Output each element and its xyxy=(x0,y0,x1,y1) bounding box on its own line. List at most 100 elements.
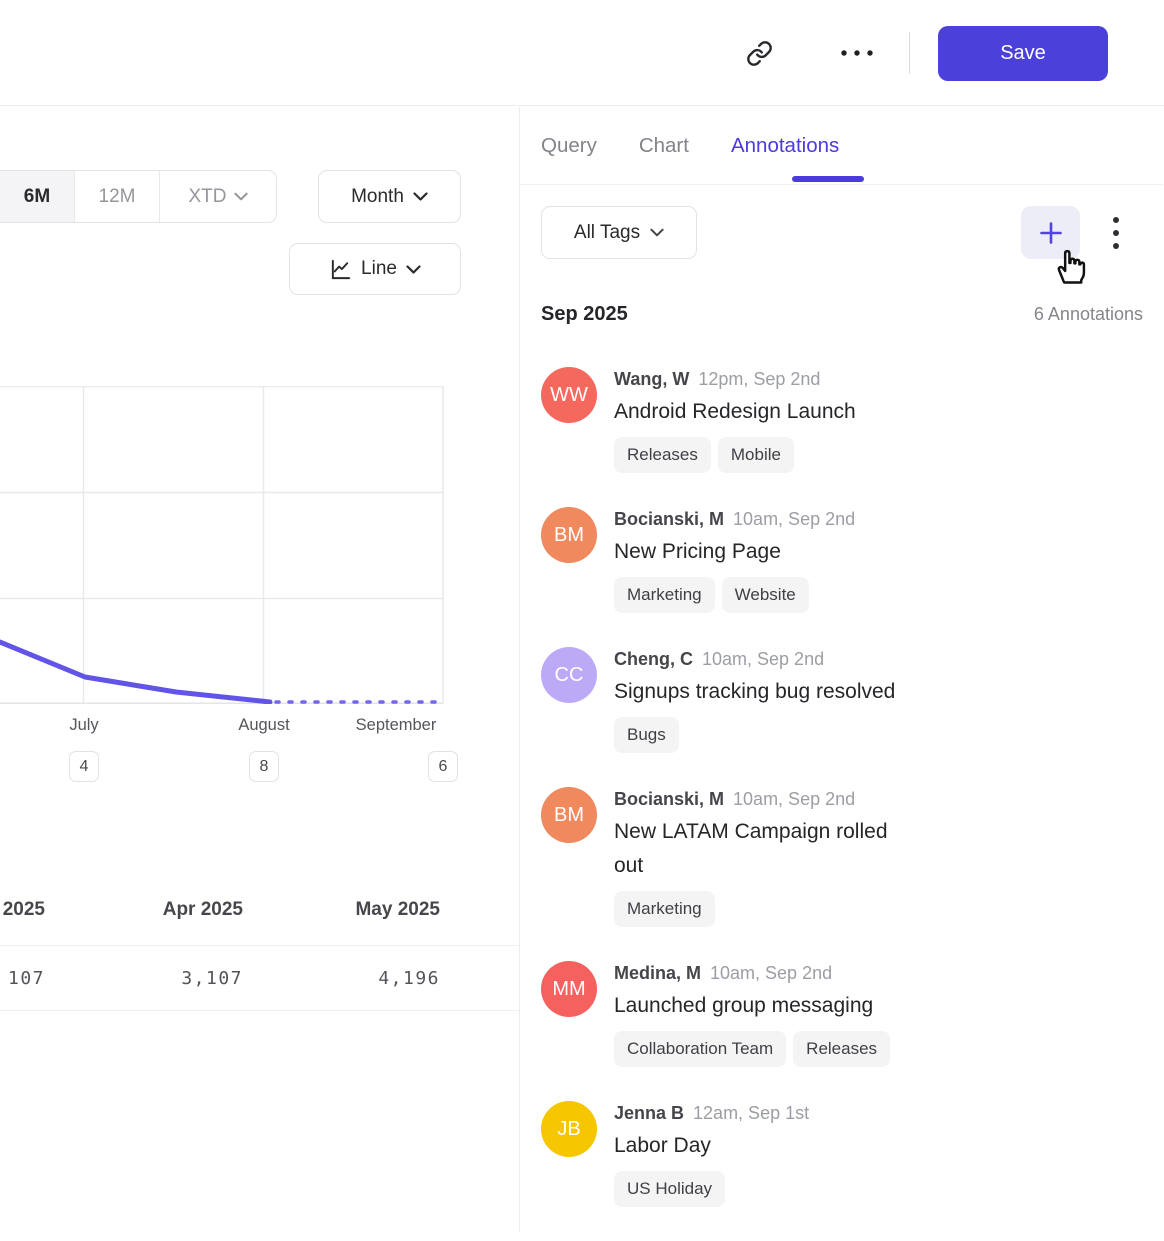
annotation-timestamp: 10am, Sep 2nd xyxy=(733,509,856,529)
annotations-menu-button[interactable] xyxy=(1100,206,1132,259)
more-options-button[interactable] xyxy=(835,31,879,75)
annotation-timestamp: 10am, Sep 2nd xyxy=(733,789,856,809)
granularity-label: Month xyxy=(351,185,404,207)
annotations-panel: Query Chart Annotations All Tags xyxy=(520,107,1163,1232)
table-cell-value: 4,196 xyxy=(378,968,440,989)
annotation-title: Launched group messaging xyxy=(614,994,874,1017)
annotation-header: Bocianski, M 10am, Sep 2nd xyxy=(614,789,894,811)
annotation-tags: Collaboration Team Releases xyxy=(614,1031,891,1067)
annotation-tag[interactable]: Marketing xyxy=(614,577,715,613)
x-axis-label: August xyxy=(238,716,290,734)
date-range-control: 6M 12M XTD xyxy=(0,170,277,223)
annotation-count-badge[interactable]: 6 xyxy=(428,751,458,782)
range-tab-label: 12M xyxy=(98,185,136,207)
annotation-title: Signups tracking bug resolved xyxy=(614,680,896,703)
main-content: 6M 12M XTD Month Line xyxy=(0,107,1164,1232)
annotation-tag[interactable]: Marketing xyxy=(614,891,715,927)
avatar-initials: BM xyxy=(554,803,584,826)
table-cell-value: 107 xyxy=(7,968,45,989)
add-annotation-button[interactable] xyxy=(1021,206,1080,259)
avatar: JB xyxy=(541,1101,597,1157)
annotations-list: WW Wang, W 12pm, Sep 2nd Android Redesig… xyxy=(541,367,1163,1241)
annotation-title: Android Redesign Launch xyxy=(614,400,856,423)
granularity-dropdown[interactable]: Month xyxy=(318,170,461,223)
avatar-initials: CC xyxy=(554,663,584,686)
tab-query[interactable]: Query xyxy=(541,133,597,157)
chevron-down-icon xyxy=(413,192,428,201)
annotation-item[interactable]: WW Wang, W 12pm, Sep 2nd Android Redesig… xyxy=(541,367,1163,473)
annotation-tags: Bugs xyxy=(614,717,895,753)
annotation-author: Bocianski, M xyxy=(614,789,725,809)
top-bar-actions: Save xyxy=(737,0,1108,106)
chart-panel: 6M 12M XTD Month Line xyxy=(0,107,520,1232)
range-tab-12m[interactable]: 12M xyxy=(75,171,160,222)
annotation-tag[interactable]: Releases xyxy=(793,1031,891,1067)
table-divider xyxy=(0,945,520,946)
avatar-initials: JB xyxy=(557,1117,581,1140)
annotation-timestamp: 12pm, Sep 2nd xyxy=(698,369,821,389)
tab-annotations[interactable]: Annotations xyxy=(730,133,840,157)
avatar-initials: BM xyxy=(554,523,584,546)
annotation-item[interactable]: BM Bocianski, M 10am, Sep 2nd New LATAM … xyxy=(541,787,1163,927)
panel-tabs: Query Chart Annotations xyxy=(520,107,1163,185)
annotations-section-header: Sep 2025 6 Annotations xyxy=(541,303,1143,326)
kebab-icon xyxy=(1112,216,1120,250)
table-column-header: 2025 xyxy=(2,899,45,920)
link-icon xyxy=(746,40,773,67)
save-button[interactable]: Save xyxy=(938,25,1108,81)
range-tab-xtd[interactable]: XTD xyxy=(160,171,276,222)
annotation-header: Wang, W 12pm, Sep 2nd xyxy=(614,369,856,391)
annotation-tag[interactable]: Mobile xyxy=(717,437,794,473)
header-divider xyxy=(909,32,910,74)
annotation-tags: Marketing xyxy=(614,891,894,927)
annotation-item[interactable]: BM Bocianski, M 10am, Sep 2nd New Pricin… xyxy=(541,507,1163,613)
avatar-initials: MM xyxy=(552,977,586,1000)
annotation-body: Wang, W 12pm, Sep 2nd Android Redesign L… xyxy=(614,367,856,473)
annotation-timestamp: 10am, Sep 2nd xyxy=(710,963,833,983)
x-axis-label: September xyxy=(355,716,437,734)
tab-chart[interactable]: Chart xyxy=(638,133,689,157)
annotation-tag[interactable]: Releases xyxy=(614,437,711,473)
copy-link-button[interactable] xyxy=(737,31,781,75)
annotation-title: New Pricing Page xyxy=(614,540,781,563)
table-cell-value: 3,107 xyxy=(181,968,243,989)
line-chart[interactable] xyxy=(0,386,444,704)
section-month-label: Sep 2025 xyxy=(541,303,628,325)
avatar-initials: WW xyxy=(550,383,588,406)
annotation-timestamp: 10am, Sep 2nd xyxy=(702,649,825,669)
annotation-item[interactable]: MM Medina, M 10am, Sep 2nd Launched grou… xyxy=(541,961,1163,1067)
annotation-tag[interactable]: Collaboration Team xyxy=(614,1031,787,1067)
annotation-timestamp: 12am, Sep 1st xyxy=(693,1103,810,1123)
range-tab-label: 6M xyxy=(23,185,51,207)
table-divider xyxy=(0,1010,520,1011)
annotation-body: Bocianski, M 10am, Sep 2nd New Pricing P… xyxy=(614,507,855,613)
annotation-author: Medina, M xyxy=(614,963,702,983)
annotation-tag[interactable]: Website xyxy=(721,577,809,613)
annotation-item[interactable]: JB Jenna B 12am, Sep 1st Labor Day US Ho… xyxy=(541,1101,1163,1207)
range-tab-6m[interactable]: 6M xyxy=(0,171,75,222)
active-tab-indicator xyxy=(792,176,864,182)
annotation-item[interactable]: CC Cheng, C 10am, Sep 2nd Signups tracki… xyxy=(541,647,1163,753)
chart-type-dropdown[interactable]: Line xyxy=(289,243,461,295)
section-count-label: 6 Annotations xyxy=(1033,304,1143,324)
top-bar: Save xyxy=(0,0,1164,106)
annotation-header: Bocianski, M 10am, Sep 2nd xyxy=(614,509,855,531)
annotation-header: Jenna B 12am, Sep 1st xyxy=(614,1103,809,1125)
table-column-header: May 2025 xyxy=(355,899,440,920)
table-column-header: Apr 2025 xyxy=(162,899,243,920)
annotation-tag[interactable]: US Holiday xyxy=(614,1171,726,1207)
annotation-tags: Releases Mobile xyxy=(614,437,856,473)
ellipsis-icon xyxy=(840,49,874,57)
annotation-count-badge[interactable]: 4 xyxy=(69,751,99,782)
annotation-body: Cheng, C 10am, Sep 2nd Signups tracking … xyxy=(614,647,895,753)
annotation-header: Cheng, C 10am, Sep 2nd xyxy=(614,649,895,671)
annotation-count-badge[interactable]: 8 xyxy=(249,751,279,782)
annotation-tag[interactable]: Bugs xyxy=(614,717,679,753)
annotation-author: Jenna B xyxy=(614,1103,685,1123)
annotation-title: New LATAM Campaign rolled out xyxy=(614,820,888,877)
range-tab-label: XTD xyxy=(188,185,227,207)
tag-filter-dropdown[interactable]: All Tags xyxy=(541,206,697,259)
annotation-body: Bocianski, M 10am, Sep 2nd New LATAM Cam… xyxy=(614,787,894,927)
line-chart-icon xyxy=(329,258,352,281)
annotation-author: Wang, W xyxy=(614,369,690,389)
